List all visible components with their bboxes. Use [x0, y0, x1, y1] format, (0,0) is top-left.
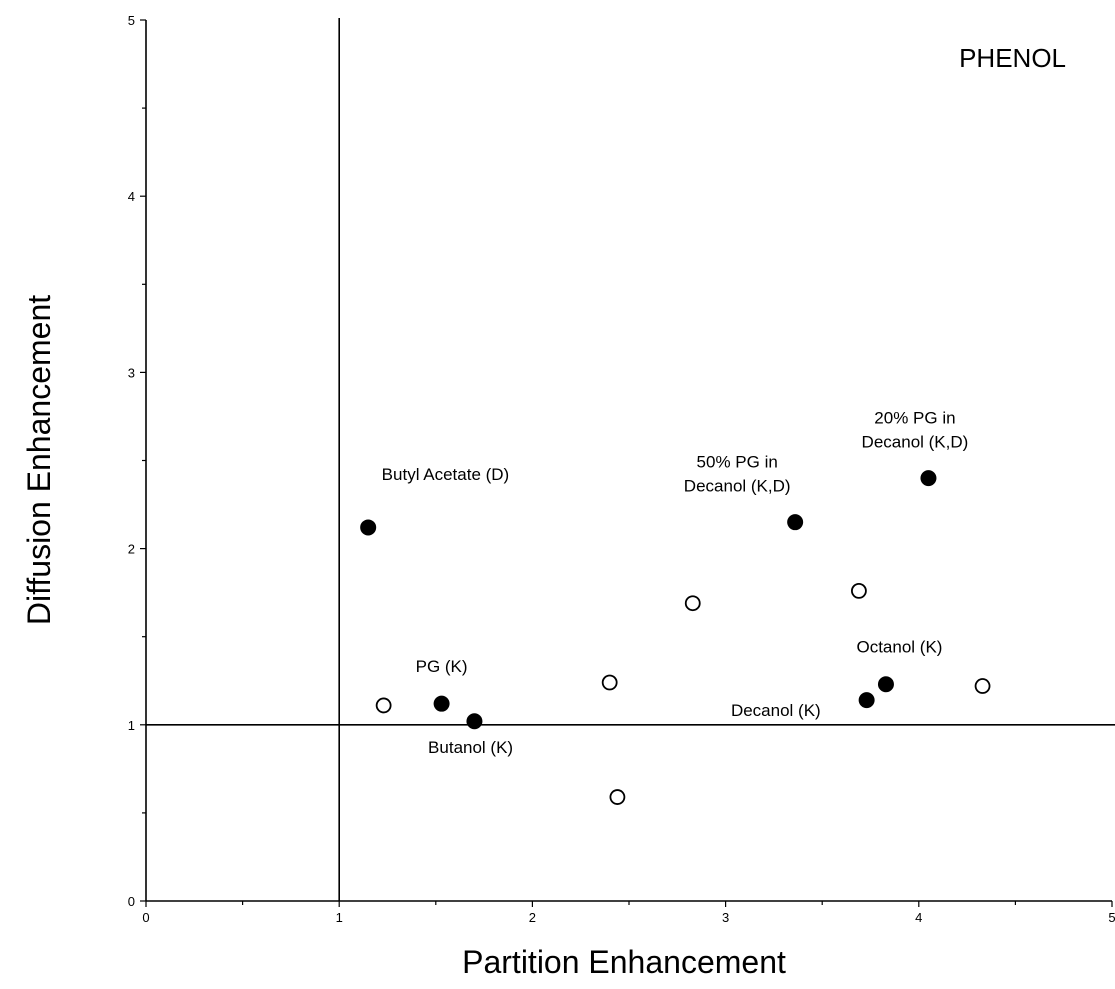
x-tick-label: 0 [142, 910, 149, 925]
x-tick-label: 4 [915, 910, 922, 925]
data-point-filled [920, 470, 937, 487]
data-point-open [974, 678, 991, 694]
y-tick-label: 3 [128, 365, 135, 380]
data-point-open [684, 595, 701, 612]
y-tick-label: 4 [128, 189, 135, 204]
x-tick-label: 1 [336, 910, 343, 925]
data-point-open [609, 789, 626, 805]
x-tick-label: 5 [1108, 910, 1115, 925]
y-axis-label: Diffusion Enhancement [21, 295, 57, 625]
chart-title: PHENOL [959, 43, 1066, 73]
annotation-label: Decanol (K) [731, 701, 821, 720]
y-tick-label: 5 [128, 13, 135, 28]
data-point-open [601, 674, 618, 691]
annotation-label: 50% PG in Decanol (K,D) [684, 453, 791, 496]
annotation-label: Butanol (K) [428, 738, 513, 757]
y-tick-label: 2 [128, 542, 135, 557]
plot-area: 0 1 2 3 4 5 0 1 2 3 4 5 Butyl Acetate (D) PG (K) Butan… [128, 13, 1115, 925]
data-point-filled [787, 514, 804, 531]
data-point-filled [858, 692, 875, 709]
x-tick-label: 3 [722, 910, 729, 925]
data-point-open [375, 697, 392, 714]
data-point-open [851, 582, 867, 599]
y-tick-label: 0 [128, 894, 135, 909]
y-tick-label: 1 [128, 718, 135, 733]
annotation-label: PG (K) [416, 657, 468, 676]
data-point-filled [877, 676, 894, 693]
data-point-filled [433, 695, 450, 712]
x-axis-label: Partition Enhancement [462, 944, 786, 980]
annotation-label: Octanol (K) [856, 638, 942, 657]
data-point-filled [466, 713, 483, 730]
x-tick-label: 2 [529, 910, 536, 925]
annotation-label: Butyl Acetate (D) [382, 465, 510, 484]
annotation-label: 20% PG in Decanol (K,D) [862, 408, 969, 451]
data-point-filled [360, 519, 377, 536]
